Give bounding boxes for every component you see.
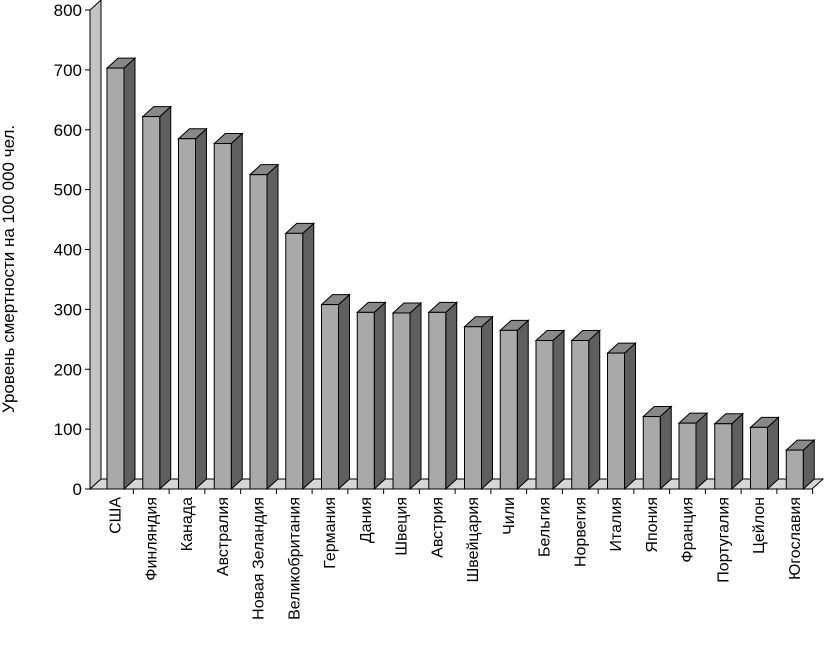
bar-side — [659, 405, 672, 491]
bar-side — [338, 293, 350, 491]
y-tick-label: 400 — [54, 241, 82, 260]
x-tick-label: Чили — [501, 497, 518, 535]
bar-front — [464, 326, 482, 490]
bar — [534, 329, 566, 491]
bar — [248, 163, 280, 491]
x-axis-labels: США Финляндия Канада Австралия Новая Зеланди… — [108, 489, 814, 620]
bar-front — [535, 340, 554, 490]
bar-side — [159, 105, 172, 491]
bar-side — [552, 329, 565, 491]
bar-front — [178, 138, 196, 490]
bar — [177, 127, 208, 491]
x-tick-label: Португалия — [715, 497, 732, 583]
x-tick-label: Финляндия — [143, 497, 160, 581]
bar-side — [767, 416, 779, 491]
bar — [141, 105, 173, 491]
x-tick-label: Швейцария — [465, 497, 482, 582]
bar-side — [409, 301, 422, 491]
bar — [784, 438, 816, 491]
bar-side — [266, 163, 279, 491]
bar — [212, 132, 244, 491]
bar — [320, 293, 351, 491]
x-tick-label: Великобритания — [286, 497, 303, 620]
y-tick-label: 200 — [54, 360, 82, 379]
bar-front — [750, 426, 768, 490]
y-axis-ticks: 0 100 200 300 400 500 600 700 800 — [54, 1, 90, 499]
bar-side — [195, 127, 207, 491]
bar-side — [588, 329, 601, 491]
y-tick-label: 300 — [54, 300, 82, 319]
bar-front — [714, 423, 733, 490]
bar-front — [607, 352, 625, 490]
x-tick-label: Италия — [608, 497, 625, 551]
bar — [713, 412, 745, 491]
bar — [498, 319, 530, 491]
bar — [427, 301, 459, 491]
y-tick-label: 600 — [54, 121, 82, 140]
bar-front — [321, 304, 339, 490]
x-tick-label: Австрия — [429, 497, 446, 558]
y-axis-title: Уровень смертности на 100 000 чел. — [0, 125, 18, 413]
bar — [749, 416, 780, 491]
bar — [284, 222, 316, 491]
y-tick-label: 700 — [54, 61, 82, 80]
bar-front — [392, 312, 411, 490]
bar — [105, 56, 137, 491]
bar-side — [230, 132, 243, 491]
x-tick-label: Норвегия — [572, 497, 589, 567]
y-tick-label: 0 — [73, 480, 82, 499]
bar-front — [356, 311, 375, 490]
bar-front — [678, 422, 697, 490]
bar-side — [731, 412, 744, 491]
bar-front — [785, 449, 804, 490]
bar-side — [624, 341, 636, 491]
bar — [677, 412, 709, 491]
bar-front — [142, 116, 161, 490]
x-tick-label: Канада — [179, 497, 196, 551]
bar — [463, 315, 494, 491]
bar-front — [106, 67, 125, 490]
y-tick-label: 800 — [54, 1, 82, 20]
x-tick-label: Япония — [644, 497, 661, 553]
x-tick-label: Бельгия — [537, 497, 554, 557]
x-tick-label: Югославия — [787, 497, 804, 580]
bar-front — [249, 174, 268, 490]
bar-side — [123, 56, 136, 491]
side-wall — [89, 0, 102, 491]
y-tick-label: 500 — [54, 181, 82, 200]
bar — [641, 405, 673, 491]
bar — [355, 301, 387, 491]
x-tick-label: Дания — [358, 497, 375, 543]
y-tick-label: 100 — [54, 420, 82, 439]
x-tick-label: Германия — [322, 497, 339, 569]
x-tick-label: Франция — [680, 497, 697, 563]
bar-front — [571, 340, 590, 490]
x-tick-label: Швеция — [394, 497, 411, 556]
x-tick-label: Новая Зеландия — [251, 497, 268, 620]
x-tick-label: США — [108, 497, 125, 534]
bar-front — [285, 232, 304, 490]
x-tick-label: Австралия — [215, 497, 232, 576]
bar-side — [516, 319, 529, 491]
bar-side — [481, 315, 493, 491]
bar — [570, 329, 602, 491]
bar — [606, 341, 637, 491]
bar-front — [428, 311, 447, 490]
bar-side — [445, 301, 458, 491]
bar-front — [642, 416, 661, 490]
bar — [391, 301, 423, 491]
bar-front — [213, 143, 232, 490]
bar-side — [302, 222, 315, 491]
bar-front — [499, 329, 518, 490]
bar-side — [695, 412, 708, 491]
x-tick-label: Цейлон — [751, 497, 768, 554]
bars — [105, 56, 816, 491]
bar-side — [373, 301, 386, 491]
